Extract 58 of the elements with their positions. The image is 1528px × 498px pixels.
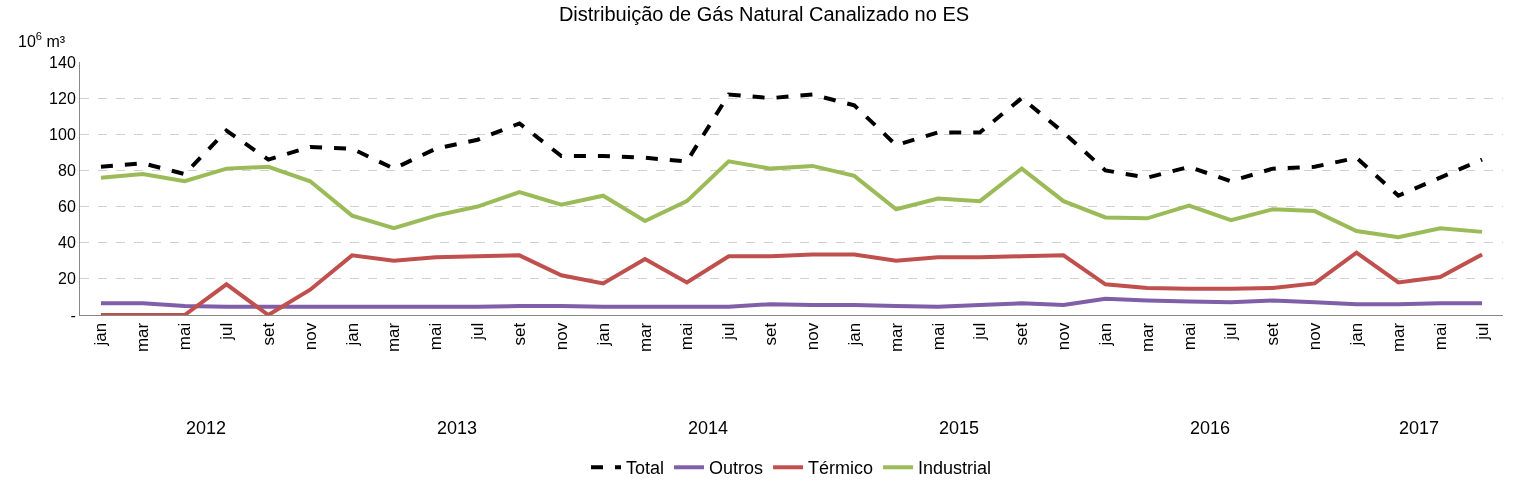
legend-label: Outros	[709, 458, 764, 479]
y-tick-label: 20	[58, 270, 76, 288]
x-tick-label: jan	[342, 322, 362, 347]
x-tick-label: mar	[1137, 322, 1157, 353]
text: 2012	[186, 418, 227, 438]
legend-label: Industrial	[918, 458, 992, 479]
y-tick-label: 140	[49, 53, 76, 71]
x-tick-label: mar	[635, 322, 655, 353]
x-tick-label: mar	[1388, 322, 1408, 353]
x-tick-label: mai	[1430, 322, 1450, 351]
line-series	[98, 250, 1485, 315]
x-tick-label: mai	[928, 322, 948, 351]
x-tick-label: set	[1263, 322, 1283, 346]
x-tick-label: set	[1012, 322, 1032, 346]
x-tick-label: set	[509, 322, 529, 346]
y-tick-label: 40	[58, 234, 76, 252]
x-tick-label: jan	[593, 322, 613, 347]
y-tick-label: 60	[58, 198, 76, 216]
x-tick-label: jul	[970, 322, 990, 341]
x-tick-label: mai	[426, 322, 446, 351]
text: 2017	[1399, 418, 1440, 438]
x-tick-label: mar	[384, 322, 404, 353]
x-tick-label: jul	[719, 322, 739, 341]
x-tick-label: nov	[1054, 322, 1074, 351]
y-tick-label: 120	[49, 89, 76, 107]
legend-label: Total	[626, 458, 665, 479]
x-tick-label: mar	[886, 322, 906, 353]
x-tick-label: nov	[802, 322, 822, 351]
x-tick-label: set	[258, 322, 278, 346]
x-tick-label: mai	[175, 322, 195, 351]
line-series	[98, 92, 1485, 198]
x-tick-label: jul	[1472, 322, 1492, 341]
y-tick-label: 80	[58, 162, 76, 180]
x-tick-label: jul	[468, 322, 488, 341]
x-tick-label: mai	[1179, 322, 1199, 351]
x-tick-label: jul	[1221, 322, 1241, 341]
legend-label: Térmico	[808, 458, 874, 479]
x-tick-label: mai	[677, 322, 697, 351]
x-tick-label: nov	[300, 322, 320, 351]
line-series	[98, 159, 1485, 240]
x-tick-label: jan	[91, 322, 111, 347]
text: 2013	[437, 418, 478, 438]
x-tick-label: mar	[133, 322, 153, 353]
line-series	[98, 296, 1485, 309]
chart-title: Distribuição de Gás Natural Canalizado no ES	[558, 3, 970, 26]
y-axis-title: 10$^{6}$ m³	[18, 30, 66, 50]
x-tick-label: nov	[551, 322, 571, 351]
text: 2014	[688, 418, 729, 438]
x-tick-label: jan	[1347, 322, 1367, 347]
x-tick-label: jul	[217, 322, 237, 341]
text: 2015	[939, 418, 980, 438]
x-tick-label: jan	[844, 322, 864, 347]
x-tick-label: set	[761, 322, 781, 346]
y-tick-label: 100	[49, 125, 76, 143]
x-tick-label: nov	[1305, 322, 1325, 351]
x-tick-label: jan	[1095, 322, 1115, 347]
y-tick-label: -	[70, 306, 76, 324]
text: 2016	[1190, 418, 1231, 438]
